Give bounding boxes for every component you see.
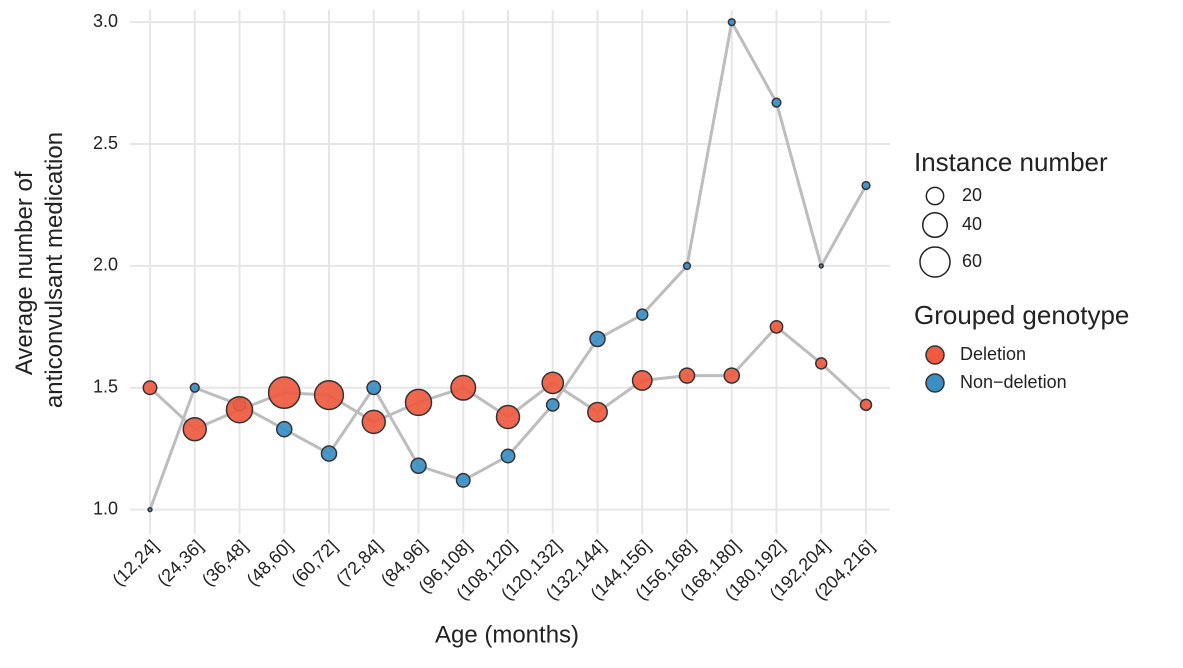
legend-label: Deletion xyxy=(960,344,1026,364)
x-tick-label: (12,24] xyxy=(108,536,162,590)
bubble xyxy=(636,308,649,321)
bubble xyxy=(861,180,871,191)
bubble xyxy=(682,261,692,271)
bubble xyxy=(366,380,382,396)
x-tick-label: (24,36] xyxy=(153,536,207,590)
size-legend-label: 60 xyxy=(962,251,982,271)
size-legend-key xyxy=(919,246,951,278)
bubble xyxy=(410,457,427,475)
bubble xyxy=(769,319,784,334)
legend-label: Non−deletion xyxy=(960,372,1067,392)
y-axis-title-line: anticonvulsant medication xyxy=(41,132,68,408)
bubble xyxy=(545,397,560,412)
x-tick-label: (36,48] xyxy=(198,536,252,590)
size-legend-label: 40 xyxy=(962,214,982,234)
bubble xyxy=(589,330,606,348)
y-tick-label: 1.0 xyxy=(93,498,118,518)
bubble xyxy=(182,416,207,442)
size-legend-key xyxy=(921,211,949,239)
legend-key xyxy=(925,373,945,393)
x-tick-label: (48,60] xyxy=(243,536,297,590)
bubble xyxy=(495,404,521,430)
bubble xyxy=(313,379,345,411)
bubble xyxy=(450,374,477,401)
x-axis-title: Age (months) xyxy=(435,621,579,648)
bubble xyxy=(727,18,736,27)
bubble xyxy=(404,388,433,417)
bubble xyxy=(818,263,824,269)
bubble xyxy=(361,409,386,435)
size-legend-label: 20 xyxy=(962,185,982,205)
x-tick-label: (60,72] xyxy=(287,536,341,590)
bubble xyxy=(771,97,782,108)
bubble xyxy=(275,420,293,438)
x-tick-label: (72,84] xyxy=(332,536,386,590)
bubble xyxy=(541,371,565,395)
y-tick-label: 1.5 xyxy=(93,377,118,397)
bubble xyxy=(631,370,653,391)
y-axis-title-line: Average number of xyxy=(11,171,38,375)
bubble xyxy=(267,376,301,410)
size-legend-title: Instance number xyxy=(914,147,1108,177)
bubble xyxy=(455,472,471,488)
bubble xyxy=(189,382,200,393)
y-tick-label: 3.0 xyxy=(93,11,118,31)
bubble xyxy=(500,448,516,464)
bubble xyxy=(723,367,741,384)
bubble xyxy=(320,445,338,462)
bubble xyxy=(147,506,153,513)
bubble xyxy=(225,395,254,424)
bubble xyxy=(678,367,696,384)
y-axis-title: Average number of anticonvulsant medicat… xyxy=(11,132,68,408)
legend-key xyxy=(925,345,945,365)
bubble xyxy=(587,401,608,423)
size-legend-key xyxy=(925,186,945,206)
bubble xyxy=(859,398,873,412)
color-legend-title: Grouped genotype xyxy=(914,300,1129,330)
bubble xyxy=(142,380,158,396)
y-tick-label: 2.5 xyxy=(93,133,118,153)
bubble xyxy=(815,357,828,370)
y-tick-label: 2.0 xyxy=(93,255,118,275)
